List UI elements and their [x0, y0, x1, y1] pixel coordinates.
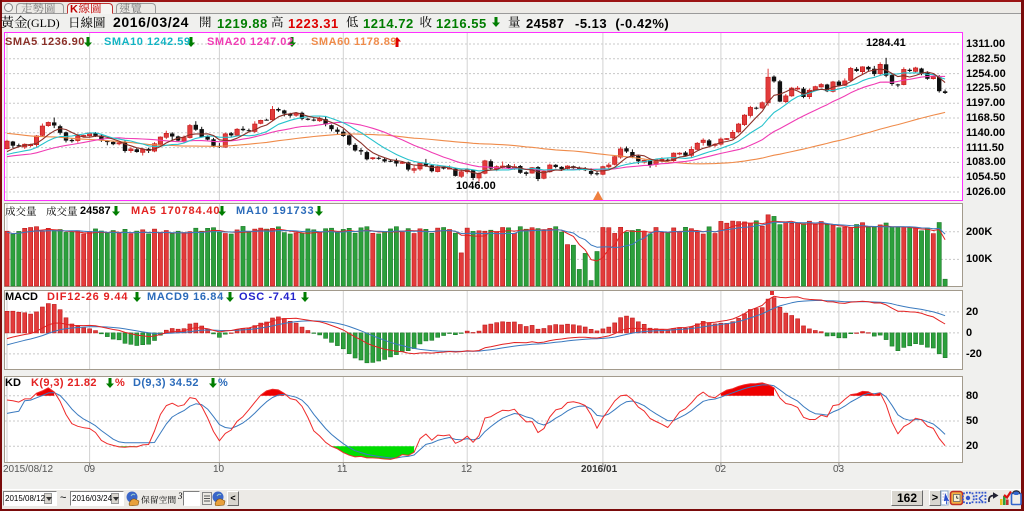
svg-text:K: K — [70, 4, 78, 16]
